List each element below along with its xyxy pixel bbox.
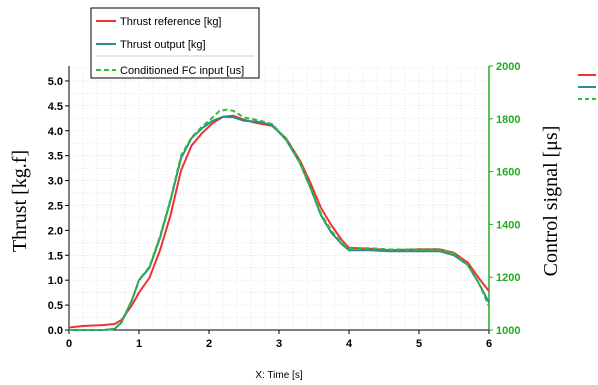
legend-box (90, 7, 260, 79)
series-lines (68, 108, 490, 331)
y-tick-label-left: 5.0 (48, 76, 63, 88)
y-tick-label-left: 1.5 (48, 250, 63, 262)
y-tick-label-left: 2.0 (48, 225, 63, 237)
axes (65, 65, 493, 334)
y-tick-label-right: 1200 (496, 272, 520, 284)
x-tick-label: 5 (416, 338, 422, 350)
series-line-fc-input (69, 108, 490, 331)
x-tick-label: 6 (486, 338, 492, 350)
y-tick-label-right: 1600 (496, 167, 520, 179)
x-tick-label: 3 (276, 338, 282, 350)
y-tick-label-right: 1400 (496, 219, 520, 231)
y-tick-label-left: 1.0 (48, 275, 63, 287)
legend-label-reference: Thrust reference [kg] (120, 16, 222, 28)
y-tick-label-left: 2.5 (48, 200, 63, 212)
grid (68, 66, 490, 331)
y-tick-label-right: 1800 (496, 114, 520, 126)
y-tick-label-left: 3.0 (48, 176, 63, 188)
y-tick-label-left: 4.5 (48, 101, 63, 113)
y-tick-label-left: 0.5 (48, 300, 63, 312)
x-axis-label: X: Time [s] (255, 370, 302, 381)
y-tick-label-left: 3.5 (48, 151, 63, 163)
side-legend (578, 74, 596, 100)
y-tick-label-left: 4.0 (48, 126, 63, 138)
legend-label-output: Thrust output [kg] (120, 39, 206, 51)
tick-labels: 0 1 2 3 4 5 6 0.0 0.5 1.0 1.5 2.0 2.5 3.0 3.5 4.0 4.5 5.0… (48, 61, 521, 350)
x-tick-label: 4 (346, 338, 353, 350)
legend: Thrust reference [kg] Thrust output [kg]… (90, 7, 260, 79)
x-tick-label: 1 (136, 338, 142, 350)
y-tick-label-right: 1000 (496, 325, 520, 337)
y-axis-label-left: Thrust [kg.f] (9, 150, 31, 252)
x-tick-label: 2 (206, 338, 212, 350)
y-tick-label-right: 2000 (496, 61, 520, 73)
y-axis-label-right: Control signal [μs] (540, 126, 562, 277)
legend-label-fc-input: Conditioned FC input [us] (120, 65, 244, 77)
y-tick-label-left: 0.0 (48, 325, 63, 337)
x-tick-label: 0 (66, 338, 72, 350)
